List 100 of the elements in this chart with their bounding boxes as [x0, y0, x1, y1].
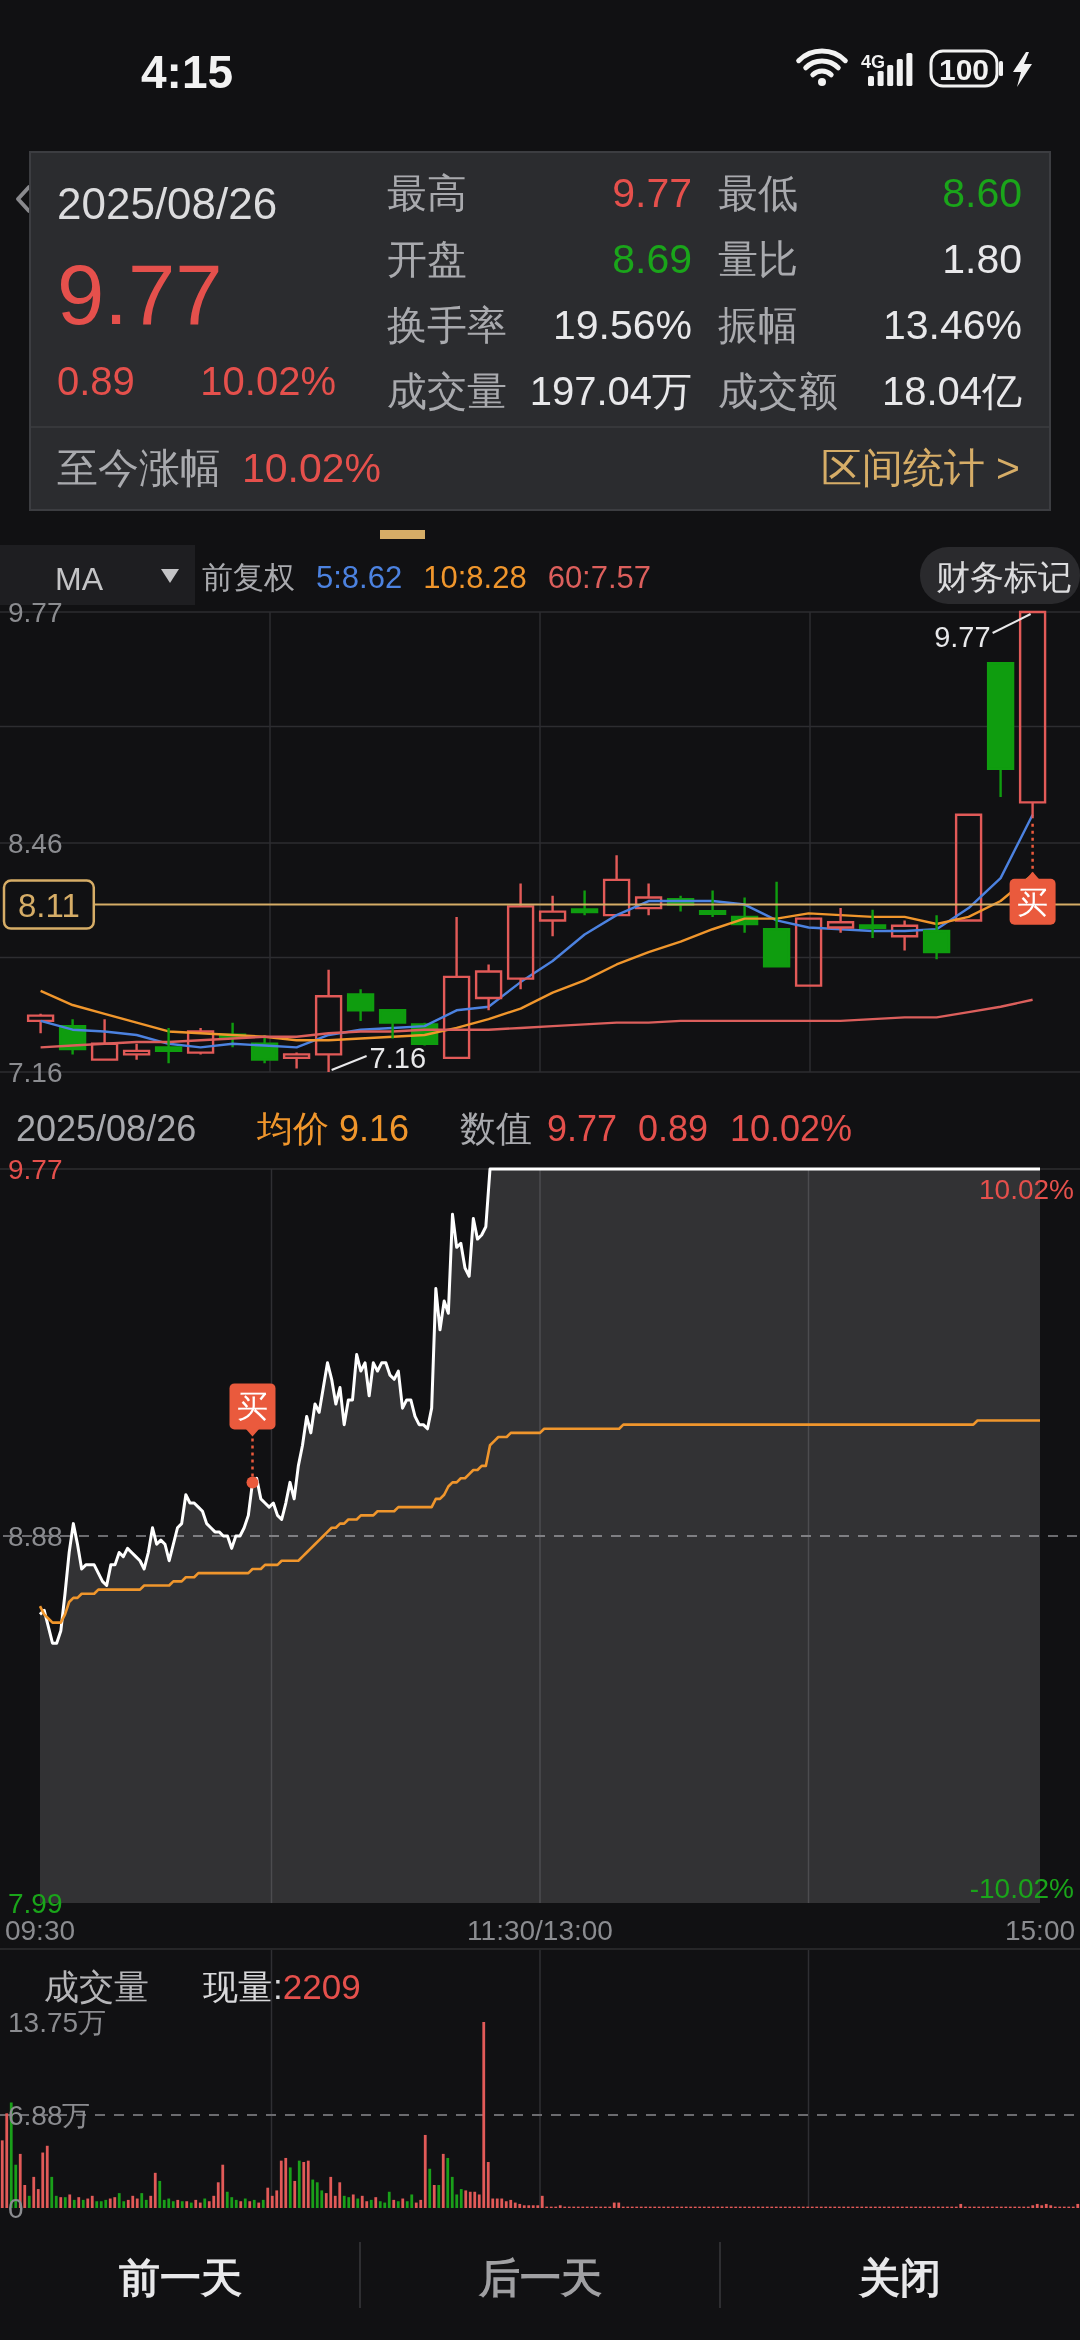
- text: 1.80: [942, 236, 1022, 282]
- bar: [959, 2203, 963, 2208]
- text: 数值: [460, 1108, 532, 1149]
- bar: [495, 2198, 499, 2208]
- bar: [392, 2199, 396, 2208]
- candlestick: [570, 889, 599, 917]
- candlestick: [794, 917, 823, 987]
- candlestick: [26, 1012, 55, 1035]
- bar: [81, 2199, 85, 2208]
- bar: [1031, 2205, 1035, 2208]
- bar: [468, 2191, 472, 2208]
- bar: [360, 2195, 364, 2208]
- bar: [428, 2168, 432, 2208]
- bar: [284, 2157, 288, 2208]
- y-tick-label: 7.16: [8, 1056, 63, 1088]
- bar: [86, 2198, 90, 2208]
- bar: [239, 2201, 243, 2208]
- bar: [612, 2202, 616, 2208]
- candlestick: [826, 906, 855, 934]
- bar: [315, 2182, 319, 2208]
- text: 18.04亿: [881, 369, 1022, 413]
- bar: [248, 2201, 252, 2208]
- candlestick: [154, 1026, 183, 1065]
- y-tick-label: 9.77: [8, 596, 63, 628]
- bar: [95, 2201, 99, 2208]
- text: 13.46%: [882, 302, 1022, 348]
- bar: [351, 2194, 355, 2208]
- bar: [437, 2185, 441, 2208]
- candlestick: [346, 987, 375, 1023]
- bar: [540, 2195, 544, 2208]
- text: 关闭: [858, 2255, 941, 2301]
- bar: [104, 2199, 108, 2208]
- y2-tick-label: -10.02%: [969, 1873, 1074, 1904]
- bar: [212, 2195, 216, 2208]
- bar: [153, 2172, 157, 2208]
- bar: [167, 2198, 171, 2208]
- text: 成交额: [718, 369, 838, 413]
- text: 0.89: [57, 359, 135, 403]
- bar: [522, 2205, 526, 2208]
- text: 9.77: [612, 170, 692, 216]
- candlestick: [858, 908, 887, 940]
- text: 至今涨幅: [57, 445, 221, 491]
- text: 197.04万: [529, 369, 692, 413]
- bar: [50, 2176, 54, 2208]
- bar: [77, 2197, 81, 2208]
- bar: [369, 2199, 373, 2208]
- bar: [140, 2193, 144, 2208]
- bar: [513, 2202, 517, 2208]
- bar: [32, 2176, 36, 2208]
- bar: [117, 2193, 121, 2208]
- bar: [162, 2199, 166, 2208]
- text: 10.02%: [200, 359, 336, 403]
- text: 前复权: [202, 560, 295, 595]
- bar: [1049, 2205, 1053, 2208]
- bar: [54, 2195, 58, 2208]
- text: 4:15: [141, 46, 234, 98]
- text: 前一天: [118, 2255, 242, 2301]
- candlestick: [282, 1051, 311, 1070]
- y-tick-label: 8.88: [8, 1520, 63, 1552]
- bar: [414, 2202, 418, 2208]
- text: 10:8.28: [423, 560, 527, 595]
- bar: [617, 2202, 621, 2208]
- bar: [432, 2185, 436, 2208]
- bar: [500, 2198, 504, 2208]
- bar: [194, 2199, 198, 2208]
- bar: [401, 2198, 405, 2208]
- text: 60:7.57: [547, 560, 652, 595]
- bar: [266, 2187, 270, 2208]
- annotation: 7.16: [369, 1042, 427, 1074]
- bar: [387, 2191, 391, 2208]
- candlestick: [506, 882, 535, 991]
- bar: [329, 2176, 333, 2208]
- text: 8.60: [942, 170, 1022, 216]
- y2-tick-label: 10.02%: [979, 1173, 1074, 1205]
- bar: [113, 2197, 117, 2208]
- bar: [473, 2191, 477, 2208]
- text: 换手率: [387, 303, 507, 347]
- bar: [1076, 2203, 1080, 2208]
- text: 0.89: [638, 1108, 709, 1149]
- bar: [446, 2157, 450, 2208]
- x-tick-label: 11:30/13:00: [467, 1915, 613, 1946]
- bar: [144, 2199, 148, 2208]
- bar: [1044, 2203, 1048, 2208]
- bar: [356, 2198, 360, 2208]
- bar: [482, 2022, 486, 2208]
- bar: [1035, 2203, 1039, 2208]
- bar: [275, 2190, 279, 2208]
- y-tick-label: 13.75万: [8, 2006, 107, 2038]
- bar: [396, 2201, 400, 2208]
- bar: [203, 2198, 207, 2208]
- bar: [135, 2198, 139, 2208]
- text: 振幅: [718, 303, 798, 347]
- candlestick: [922, 913, 951, 961]
- x-tick-label: 15:00: [1004, 1915, 1076, 1946]
- bar: [347, 2197, 351, 2208]
- ref-line-label: 8.11: [18, 886, 80, 924]
- bar: [297, 2160, 301, 2208]
- bar: [288, 2167, 292, 2208]
- candlestick: [634, 882, 663, 917]
- bar: [410, 2194, 414, 2208]
